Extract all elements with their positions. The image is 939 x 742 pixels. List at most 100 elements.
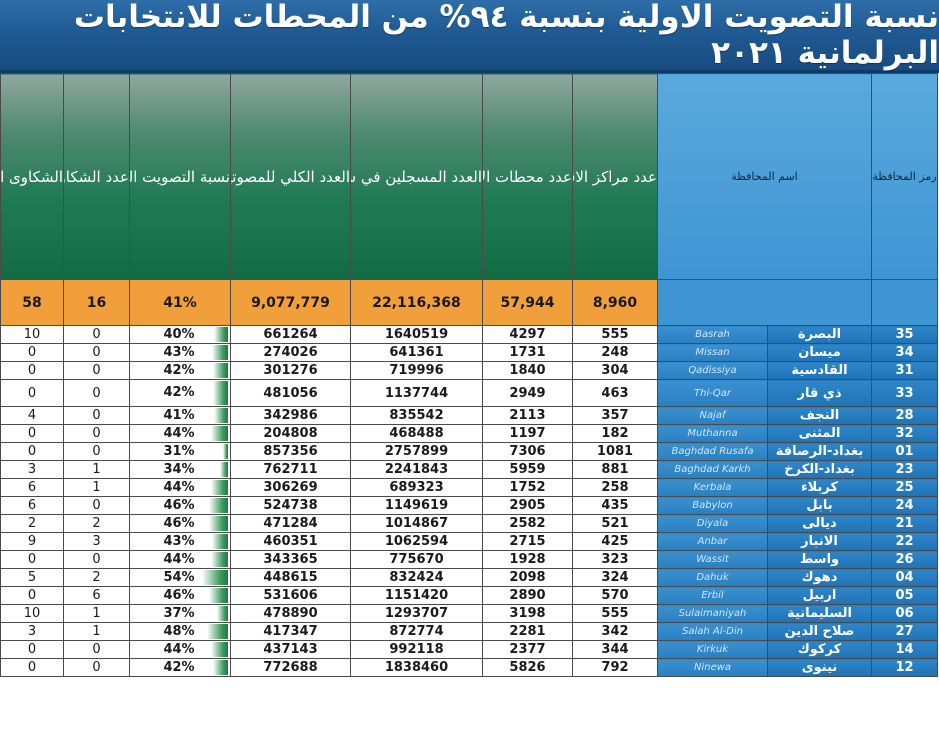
cell-total-voters: 417347 — [230, 622, 351, 641]
cell-turnout: 44% — [129, 550, 231, 569]
cell-province-name-en: Babylon — [657, 496, 768, 515]
cell-stations: 2949 — [482, 379, 573, 407]
cell-turnout: 42% — [129, 658, 231, 677]
table-row: 0 0 42% 772688 1838460 5826 792 Ninewa نينوى 12 — [0, 658, 938, 677]
cell-private-complaints: 0 — [63, 496, 130, 515]
cell-centers: 881 — [572, 460, 658, 479]
turnout-bar-cell: 42% — [131, 660, 228, 676]
cell-province-name-ar: صلاح الدين — [767, 622, 872, 641]
cell-turnout: 44% — [129, 478, 231, 497]
turnout-bar-cell: 41% — [131, 408, 228, 424]
turnout-value: 44% — [163, 426, 195, 441]
total-centers: 8,960 — [572, 279, 658, 326]
cell-province-name-en: Baghdad Rusafa — [657, 442, 768, 461]
cell-province-code: 23 — [871, 460, 938, 479]
cell-turnout: 43% — [129, 532, 231, 551]
table-row: 0 0 42% 481056 1137744 2949 463 Thi-Qar ذي قار 33 — [0, 379, 938, 407]
cell-general-complaints: 10 — [0, 604, 64, 623]
turnout-bar-cell: 40% — [131, 327, 228, 343]
cell-turnout: 42% — [129, 379, 231, 407]
cell-private-complaints: 0 — [63, 379, 130, 407]
cell-general-complaints: 3 — [0, 622, 64, 641]
cell-total-voters: 531606 — [230, 586, 351, 605]
cell-turnout: 31% — [129, 442, 231, 461]
cell-province-name-ar: دهوك — [767, 568, 872, 587]
cell-general-complaints: 0 — [0, 550, 64, 569]
turnout-value: 42% — [163, 660, 195, 675]
cell-turnout: 41% — [129, 406, 231, 425]
cell-turnout: 48% — [129, 622, 231, 641]
cell-province-name-en: Najaf — [657, 406, 768, 425]
cell-stations: 2582 — [482, 514, 573, 533]
cell-province-name-ar: نينوى — [767, 658, 872, 677]
cell-general-complaints: 0 — [0, 361, 64, 380]
cell-province-name-ar: اربيل — [767, 586, 872, 605]
total-turnout: 41% — [129, 279, 231, 326]
cell-stations: 2715 — [482, 532, 573, 551]
cell-private-complaints: 6 — [63, 586, 130, 605]
cell-turnout: 44% — [129, 640, 231, 659]
cell-province-code: 12 — [871, 658, 938, 677]
cell-registered: 1838460 — [350, 658, 483, 677]
cell-registered: 689323 — [350, 478, 483, 497]
cell-private-complaints: 2 — [63, 568, 130, 587]
turnout-value: 46% — [163, 498, 195, 513]
cell-stations: 2113 — [482, 406, 573, 425]
header-province-name: اسم المحافظة — [657, 73, 872, 280]
turnout-value: 34% — [163, 462, 195, 477]
cell-general-complaints: 10 — [0, 325, 64, 344]
cell-province-name-ar: السليمانية — [767, 604, 872, 623]
cell-registered: 1062594 — [350, 532, 483, 551]
cell-province-code: 27 — [871, 622, 938, 641]
totals-code-blank — [871, 279, 938, 326]
turnout-bar — [209, 498, 228, 513]
cell-turnout: 42% — [129, 361, 231, 380]
table-row: 5 2 54% 448615 832424 2098 324 Dahuk دهوك 04 — [0, 568, 938, 587]
cell-stations: 1928 — [482, 550, 573, 569]
turnout-value: 43% — [163, 534, 195, 549]
table-row: 0 6 46% 531606 1151420 2890 570 Erbil اربيل 05 — [0, 586, 938, 605]
turnout-bar-cell: 44% — [131, 480, 228, 496]
cell-total-voters: 661264 — [230, 325, 351, 344]
cell-total-voters: 437143 — [230, 640, 351, 659]
cell-province-name-ar: ذي قار — [767, 379, 872, 407]
cell-centers: 435 — [572, 496, 658, 515]
cell-turnout: 43% — [129, 343, 231, 362]
turnout-bar-cell: 46% — [131, 498, 228, 514]
cell-total-voters: 306269 — [230, 478, 351, 497]
total-voters: 9,077,779 — [230, 279, 351, 326]
cell-stations: 1840 — [482, 361, 573, 380]
cell-centers: 521 — [572, 514, 658, 533]
header-turnout: نسبة التصويت الكلية — [129, 73, 231, 280]
cell-private-complaints: 0 — [63, 550, 130, 569]
cell-centers: 342 — [572, 622, 658, 641]
table-row: 0 0 42% 301276 719996 1840 304 Qadissiya القادسي… — [0, 361, 938, 380]
cell-centers: 248 — [572, 343, 658, 362]
cell-private-complaints: 3 — [63, 532, 130, 551]
turnout-bar — [212, 534, 228, 549]
cell-stations: 7306 — [482, 442, 573, 461]
cell-general-complaints: 0 — [0, 424, 64, 443]
cell-province-name-ar: بغداد-الكرخ — [767, 460, 872, 479]
cell-province-name-ar: البصرة — [767, 325, 872, 344]
turnout-value: 42% — [163, 363, 195, 378]
table-row: 2 2 46% 471284 1014867 2582 521 Diyala ديالى 21 — [0, 514, 938, 533]
cell-province-name-ar: بغداد-الرصافة — [767, 442, 872, 461]
turnout-bar — [217, 606, 228, 621]
turnout-value: 54% — [163, 570, 195, 585]
table-row: 0 0 44% 437143 992118 2377 344 Kirkuk كركوك 14 — [0, 640, 938, 659]
header-private-complaints: عدد الشكاوى الخاص — [63, 73, 130, 280]
cell-centers: 258 — [572, 478, 658, 497]
cell-general-complaints: 6 — [0, 478, 64, 497]
cell-total-voters: 481056 — [230, 379, 351, 407]
cell-private-complaints: 0 — [63, 424, 130, 443]
turnout-bar — [214, 327, 228, 342]
total-registered: 22,116,368 — [350, 279, 483, 326]
cell-stations: 1752 — [482, 478, 573, 497]
header-stations: عدد محطات الاقتراع — [482, 73, 573, 280]
cell-registered: 1014867 — [350, 514, 483, 533]
turnout-bar — [214, 408, 228, 423]
turnout-bar-cell: 48% — [131, 624, 228, 640]
cell-general-complaints: 0 — [0, 640, 64, 659]
